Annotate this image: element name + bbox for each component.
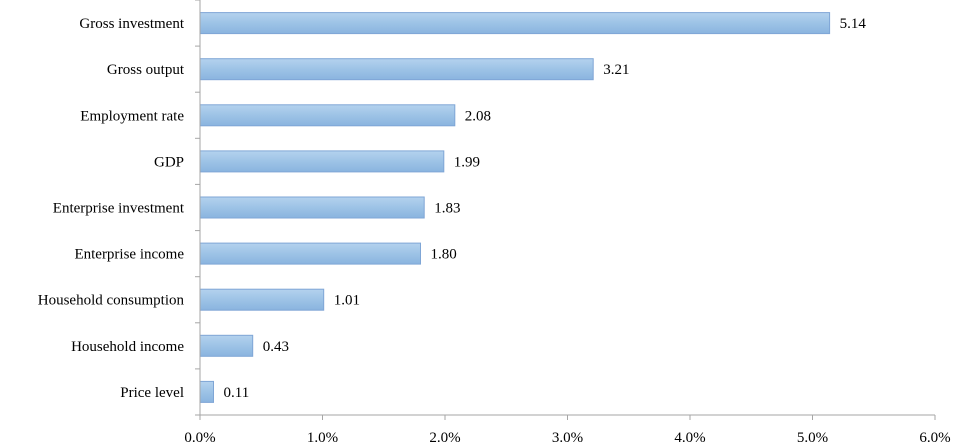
bars-layer [199, 12, 831, 403]
x-tick-label: 5.0% [797, 430, 828, 446]
category-label: Gross output [107, 62, 185, 78]
category-label: GDP [154, 154, 184, 170]
category-label: Enterprise investment [53, 201, 185, 217]
labels-layer: Gross investment 5.14 Gross output 3.21 Empl… [38, 16, 867, 401]
category-label: Price level [120, 385, 184, 401]
category-label: Gross investment [79, 16, 184, 32]
bar-enterprise-investment [199, 196, 425, 219]
bar-gdp [199, 150, 445, 173]
x-tick-label: 2.0% [429, 430, 460, 446]
category-label: Household income [71, 339, 184, 355]
data-label: 1.99 [454, 154, 480, 170]
data-label: 1.80 [431, 247, 457, 263]
data-label: 5.14 [840, 16, 867, 32]
category-label: Enterprise income [74, 247, 184, 263]
x-tick-label: 4.0% [674, 430, 705, 446]
bar-gross-investment [199, 12, 831, 35]
bar-household-income [199, 334, 254, 357]
data-label: 0.43 [263, 339, 289, 355]
bar-gross-output [199, 58, 594, 81]
data-label: 0.11 [224, 385, 250, 401]
data-label: 3.21 [603, 62, 629, 78]
bar-enterprise-income [199, 242, 421, 265]
x-tick-label: 3.0% [552, 430, 583, 446]
bar-employment-rate [199, 104, 456, 127]
data-label: 1.83 [434, 201, 460, 217]
bar-price-level [199, 380, 214, 403]
data-label: 2.08 [465, 108, 491, 124]
bar-household-consumption [199, 288, 325, 311]
category-label: Household consumption [38, 293, 185, 309]
x-tick-label: 0.0% [184, 430, 215, 446]
category-label: Employment rate [80, 108, 184, 124]
x-tick-label: 6.0% [919, 430, 950, 446]
data-label: 1.01 [334, 293, 360, 309]
x-tick-label: 1.0% [307, 430, 338, 446]
axis-layer: 0.0% 1.0% 2.0% 3.0% 4.0% 5.0% 6.0% [184, 0, 951, 446]
